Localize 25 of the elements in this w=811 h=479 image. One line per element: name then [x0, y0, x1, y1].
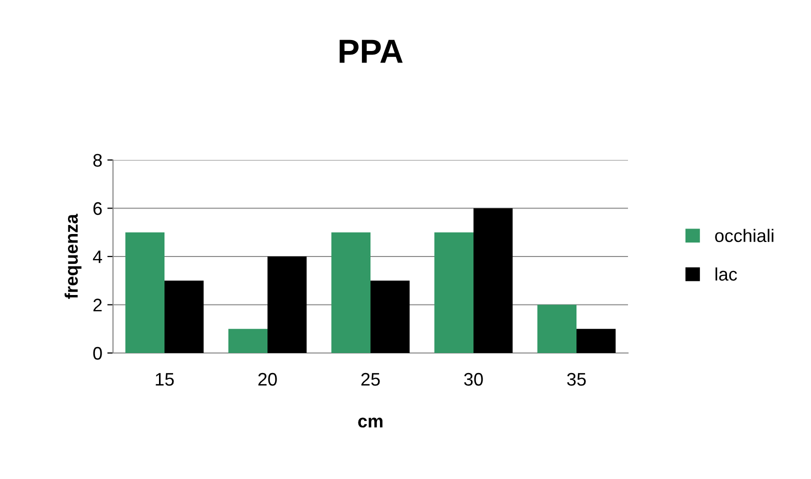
y-tick-label: 2 — [93, 298, 102, 312]
bar — [331, 232, 370, 353]
x-tick-label: 30 — [464, 372, 483, 386]
legend-label: occhiali — [715, 228, 774, 242]
bar — [268, 256, 307, 353]
x-axis-title: cm — [358, 418, 382, 428]
y-tick-label: 0 — [93, 346, 102, 360]
bar — [537, 304, 576, 353]
bar — [434, 232, 474, 353]
x-tick-label: 20 — [258, 372, 277, 386]
y-axis-title: frequenza — [64, 214, 82, 299]
y-tick-label: 8 — [93, 154, 102, 167]
bar — [164, 280, 204, 353]
legend-label: lac — [716, 267, 737, 281]
x-tick-label: 25 — [361, 372, 380, 386]
bar — [474, 208, 513, 353]
y-tick-label: 4 — [92, 250, 102, 264]
y-tick-label: 6 — [93, 202, 102, 215]
bar — [125, 232, 164, 353]
bar — [228, 328, 268, 353]
x-tick-label: 35 — [567, 372, 586, 386]
chart-title: PPA — [340, 40, 403, 63]
bar — [576, 328, 616, 353]
bar — [370, 280, 410, 353]
x-tick-label: 15 — [156, 373, 174, 386]
